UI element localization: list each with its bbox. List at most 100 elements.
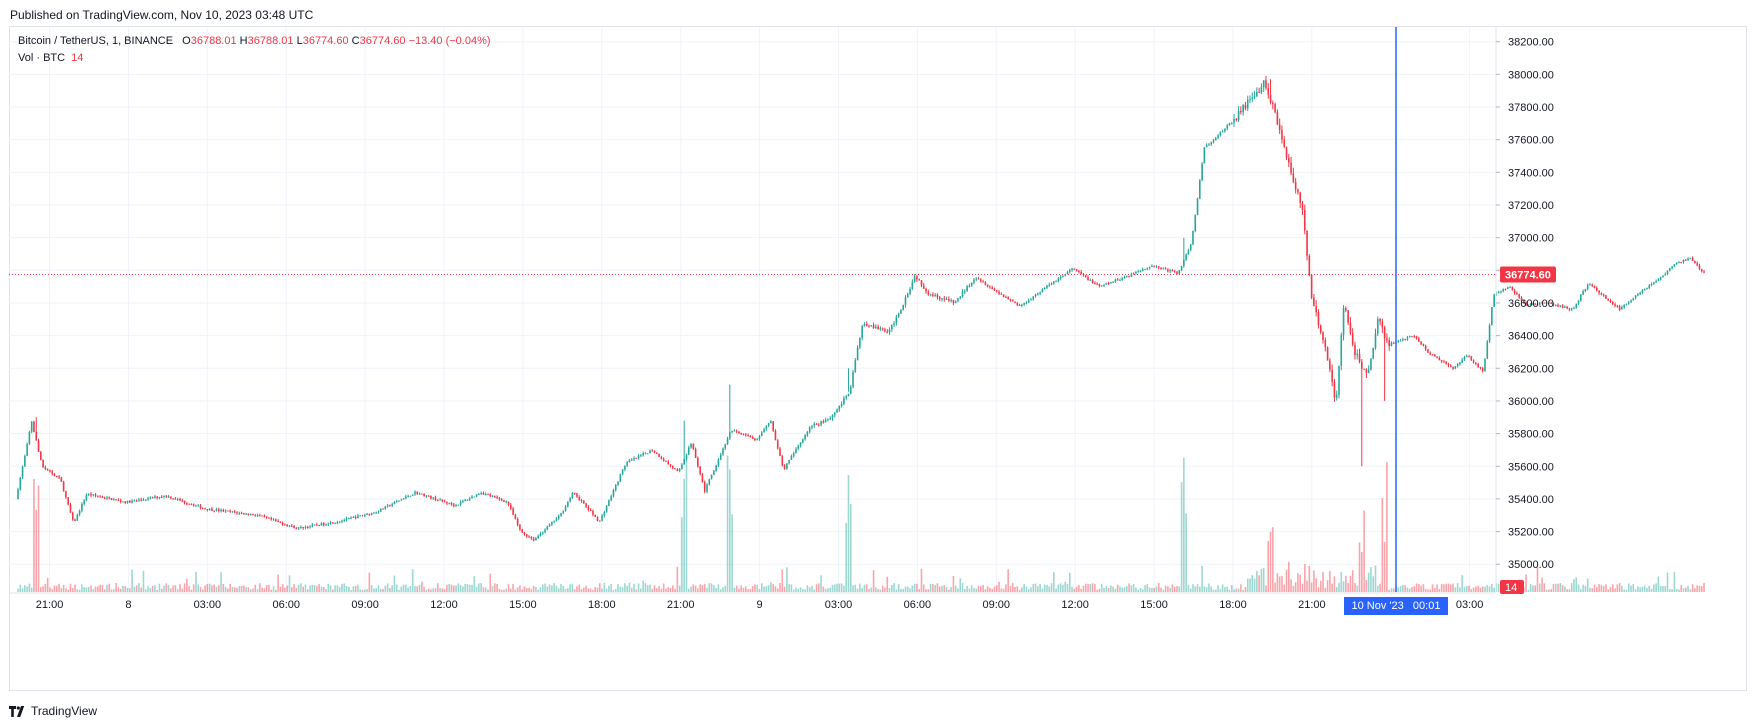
volume-bar xyxy=(1180,482,1183,592)
candle-body xyxy=(154,496,156,498)
volume-bar xyxy=(487,589,489,592)
volume-bar xyxy=(1481,586,1484,592)
volume-bar xyxy=(1484,586,1486,592)
volume-bar xyxy=(1269,531,1272,592)
volume-bar xyxy=(156,589,158,592)
candle-body xyxy=(633,457,635,460)
volume-bar xyxy=(792,589,795,592)
candle-body xyxy=(831,415,834,419)
candle-body xyxy=(865,324,868,326)
volume-bar xyxy=(1639,587,1641,592)
volume-bar xyxy=(1429,589,1432,592)
volume-bar xyxy=(1075,586,1078,592)
candle-body xyxy=(1030,299,1032,301)
candle-body xyxy=(516,518,519,525)
symbol-label[interactable]: Bitcoin / TetherUS, 1, BINANCE xyxy=(18,35,174,47)
volume-bar xyxy=(731,514,733,592)
candle-body xyxy=(352,517,355,519)
volume-bar xyxy=(605,588,608,592)
volume-bar xyxy=(386,583,389,592)
volume-bar xyxy=(1657,576,1660,592)
volume-bar xyxy=(74,584,76,592)
candle-body xyxy=(1126,276,1128,278)
volume-bar xyxy=(208,583,211,592)
volume-bar xyxy=(384,585,387,592)
last-price-badge xyxy=(1500,266,1556,283)
volume-bar xyxy=(644,583,647,592)
candle-body xyxy=(1600,293,1603,295)
volume-bar xyxy=(715,587,717,592)
volume-bar xyxy=(382,588,384,592)
volume-legend[interactable]: Vol · BTC 14 xyxy=(18,52,83,64)
candle-body xyxy=(1114,279,1117,282)
volume-bar xyxy=(537,589,539,592)
candle-body xyxy=(357,515,359,519)
candle-body xyxy=(605,506,608,513)
candle-body xyxy=(1021,304,1023,306)
price-tick-label: 37000.00 xyxy=(1508,233,1554,245)
volume-bar xyxy=(1183,457,1185,592)
candle-body xyxy=(916,276,918,280)
volume-bar xyxy=(1126,586,1128,592)
volume-bar xyxy=(594,586,597,592)
candle-body xyxy=(432,497,435,499)
volume-bar xyxy=(400,586,403,592)
volume-bar xyxy=(405,584,407,592)
candle-body xyxy=(1659,277,1662,280)
candle-body xyxy=(236,512,238,514)
volume-bar xyxy=(662,583,665,592)
price-tick-label: 36000.00 xyxy=(1508,396,1554,408)
candle-body xyxy=(1598,290,1600,294)
candle-body xyxy=(970,282,973,286)
volume-bar xyxy=(1486,585,1489,592)
volume-bar xyxy=(71,588,74,592)
volume-bar xyxy=(450,584,453,592)
candle-body xyxy=(692,443,695,449)
candle-body xyxy=(1146,268,1149,270)
volume-bar xyxy=(954,585,957,592)
volume-bar xyxy=(808,587,811,592)
volume-bar xyxy=(26,586,28,592)
candle-body xyxy=(1335,394,1338,398)
volume-bar xyxy=(585,585,587,592)
volume-bar xyxy=(160,588,163,592)
volume-bar xyxy=(311,584,314,592)
volume-bar xyxy=(1048,586,1051,592)
candle-body xyxy=(243,513,245,515)
volume-bar xyxy=(1402,584,1404,592)
candle-body xyxy=(211,508,213,511)
candle-body xyxy=(710,474,713,480)
brand-name: TradingView xyxy=(31,704,98,718)
candle-body xyxy=(760,432,763,436)
volume-bar xyxy=(1105,585,1108,592)
volume-bar xyxy=(1219,589,1222,592)
chart-frame[interactable] xyxy=(9,26,1747,691)
candle-body xyxy=(1226,125,1228,129)
candle-body xyxy=(1224,128,1226,132)
volume-bar xyxy=(345,586,348,592)
candle-body xyxy=(802,439,804,443)
volume-bar xyxy=(859,583,861,592)
volume-bar xyxy=(1625,589,1628,592)
candle-body xyxy=(416,491,419,494)
candle-body xyxy=(927,291,930,295)
candle-body xyxy=(1605,295,1607,299)
volume-bar xyxy=(676,566,679,592)
volume-bar xyxy=(1586,578,1589,592)
candle-body xyxy=(1112,281,1114,283)
tradingview-brand[interactable]: TradingView xyxy=(9,704,97,718)
volume-bar xyxy=(626,585,628,592)
volume-bar xyxy=(553,583,555,592)
candle-body xyxy=(441,499,444,502)
volume-bar xyxy=(989,587,991,592)
candle-body xyxy=(959,296,962,299)
candle-body xyxy=(179,498,181,501)
candle-body xyxy=(1132,273,1135,275)
volume-bar xyxy=(338,587,341,592)
candle-body xyxy=(122,501,124,503)
candle-body xyxy=(1103,284,1105,286)
volume-bar xyxy=(1153,587,1155,592)
volume-bar xyxy=(1121,587,1124,592)
volume-bar xyxy=(1114,588,1117,592)
